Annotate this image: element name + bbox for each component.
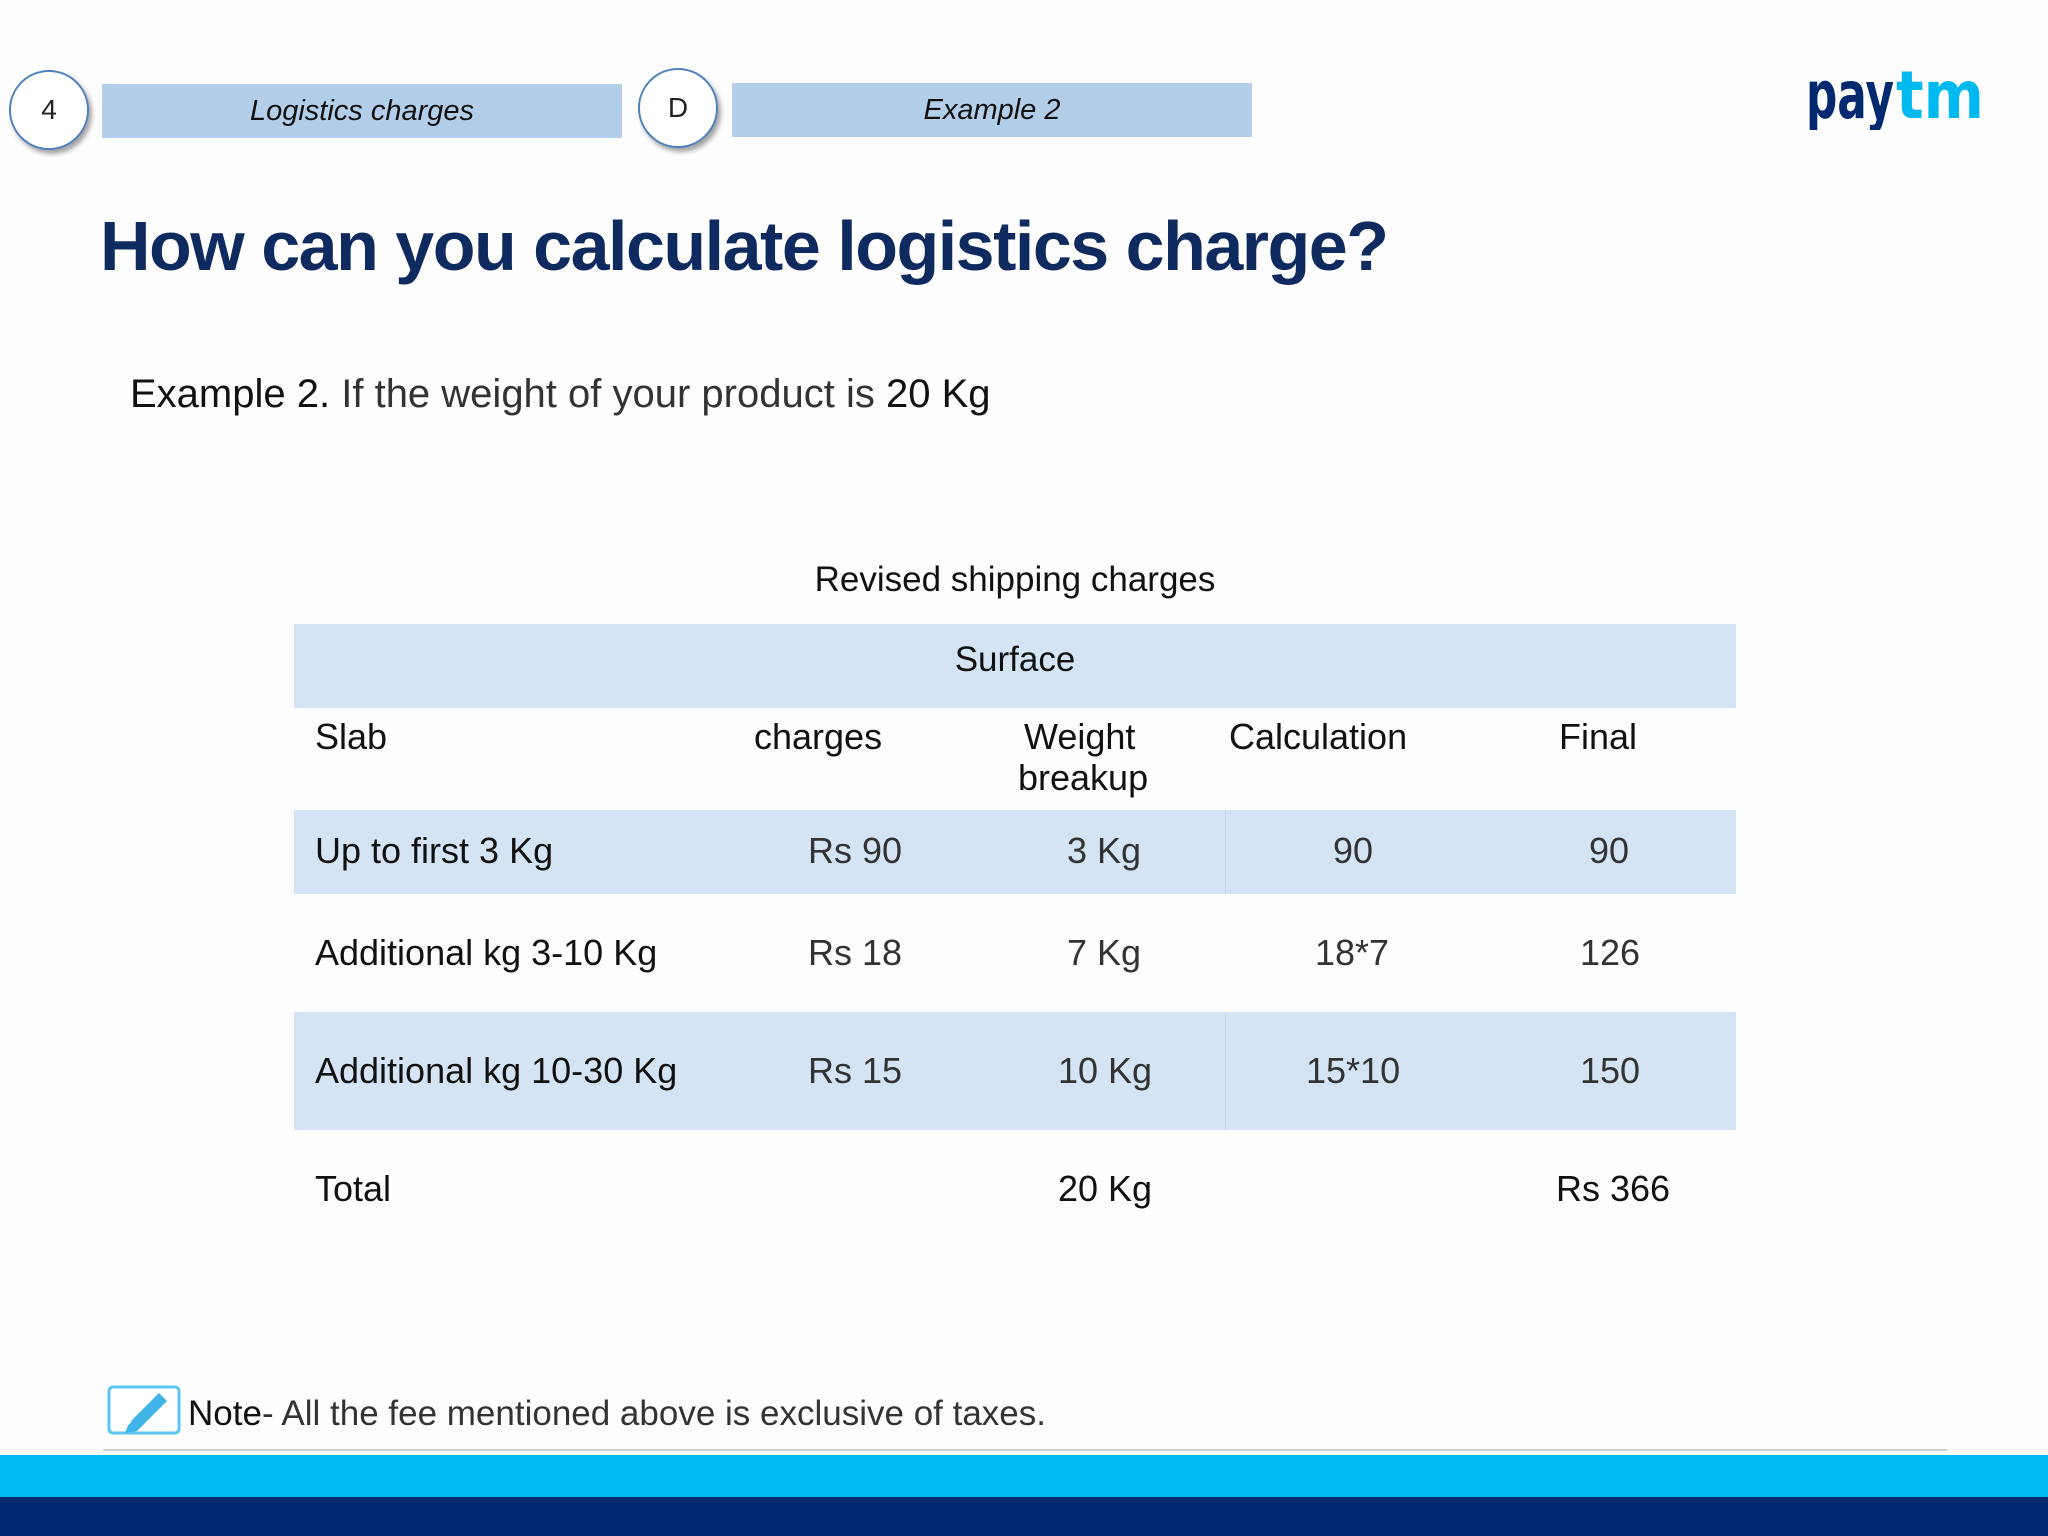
sub-step-label: Example 2 <box>923 93 1061 126</box>
row1-charges: Rs 90 <box>808 830 903 871</box>
row3-weight: 10 Kg <box>1058 1050 1153 1091</box>
example-weight: 20 Kg <box>885 372 991 416</box>
step-number: 4 <box>41 94 57 125</box>
header-weight-line1: Weight <box>1024 716 1136 757</box>
row-divider <box>1225 810 1226 894</box>
row3-slab: Additional kg 10-30 Kg <box>315 1050 678 1091</box>
row3-charges: Rs 15 <box>808 1050 903 1091</box>
row2-calculation: 18*7 <box>1315 932 1390 973</box>
total-label: Total <box>315 1168 392 1209</box>
example-prefix: Example 2. <box>130 372 331 416</box>
page-title: How can you calculate logistics charge? <box>100 207 1389 285</box>
example-statement: Example 2. If the weight of your product… <box>130 372 991 417</box>
sub-step-letter: D <box>667 92 689 123</box>
surface-band <box>294 624 1736 708</box>
note-label: Note <box>188 1394 262 1433</box>
footer-band-navy <box>0 1497 2048 1536</box>
table-caption: Revised shipping charges <box>814 560 1216 599</box>
header-weight-line2: breakup <box>1018 757 1149 798</box>
total-weight: 20 Kg <box>1058 1168 1153 1209</box>
note-text: Note- All the fee mentioned above is exc… <box>188 1394 1046 1434</box>
row2-weight: 7 Kg <box>1067 932 1142 973</box>
row1-weight: 3 Kg <box>1067 830 1142 871</box>
header-final: Final <box>1559 716 1638 757</box>
total-final: Rs 366 <box>1556 1168 1671 1209</box>
sub-step-badge: D <box>638 68 718 148</box>
note-body: - All the fee mentioned above is exclusi… <box>261 1394 1046 1433</box>
table-row-band <box>294 810 1736 894</box>
row2-slab: Additional kg 3-10 Kg <box>315 932 658 973</box>
row1-final: 90 <box>1589 830 1630 871</box>
row3-calculation: 15*10 <box>1306 1050 1401 1091</box>
header-slab: Slab <box>315 716 388 757</box>
paytm-logo-tm: tm <box>1896 60 1984 130</box>
note-divider <box>103 1449 1947 1451</box>
row1-calculation: 90 <box>1333 830 1374 871</box>
row2-final: 126 <box>1580 932 1641 973</box>
surface-label: Surface <box>954 640 1076 679</box>
table-row-band <box>294 1012 1736 1130</box>
step-label-bar: Logistics charges <box>102 84 622 138</box>
footer-band-cyan <box>0 1455 2048 1497</box>
paytm-logo-pay: pay <box>1806 60 1894 130</box>
edit-pencil-icon <box>107 1385 181 1435</box>
header-charges: charges <box>754 716 883 757</box>
paytm-logo: pay tm <box>1806 60 1984 130</box>
header-calculation: Calculation <box>1229 716 1408 757</box>
step-number-badge: 4 <box>9 70 89 150</box>
example-text: If the weight of your product is <box>341 372 875 416</box>
step-label: Logistics charges <box>249 94 475 127</box>
row2-charges: Rs 18 <box>808 932 903 973</box>
row-divider <box>1225 1012 1226 1130</box>
row3-final: 150 <box>1580 1050 1641 1091</box>
sub-step-label-bar: Example 2 <box>732 83 1252 137</box>
row1-slab: Up to first 3 Kg <box>315 830 554 871</box>
